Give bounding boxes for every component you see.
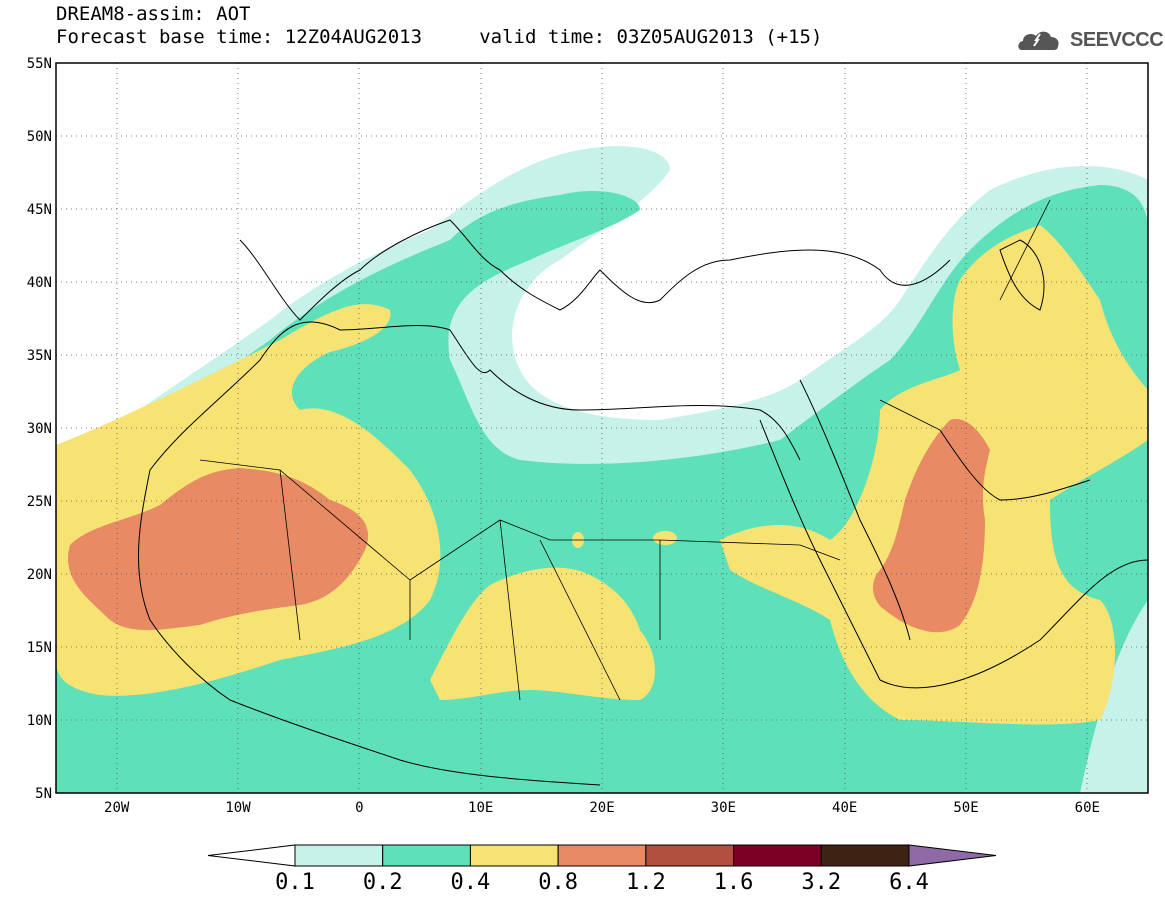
colorbar-label: 1.6 xyxy=(714,870,754,895)
lat-tick-label: 15N xyxy=(27,640,52,656)
lat-tick-label: 40N xyxy=(27,275,52,291)
map-title: DREAM8-assim: AOT xyxy=(56,3,251,25)
aot-band-0.8-east xyxy=(873,419,990,633)
forecast-times: Forecast base time: 12Z04AUG2013 valid t… xyxy=(56,26,823,48)
lon-tick-label: 40E xyxy=(832,800,857,816)
colorbar-label: 1.2 xyxy=(626,870,666,895)
lon-tick-label: 60E xyxy=(1075,800,1100,816)
lat-tick-label: 30N xyxy=(27,421,52,437)
lat-tick-label: 25N xyxy=(27,494,52,510)
colorbar-box xyxy=(469,844,559,867)
lon-tick-label: 10E xyxy=(468,800,493,816)
lon-tick-label: 20E xyxy=(589,800,614,816)
colorbar-label: 0.4 xyxy=(451,870,491,895)
seevccc-logo: SEEVCCC xyxy=(1070,29,1164,51)
europe-coast xyxy=(239,219,951,321)
colorbar-label: 0.1 xyxy=(275,870,315,895)
colorbar-box xyxy=(557,844,647,867)
lat-tick-label: 45N xyxy=(27,202,52,218)
border-lines xyxy=(199,199,1051,701)
gridlines xyxy=(56,63,1148,793)
colorbar-box xyxy=(820,844,910,867)
lat-tick-label: 35N xyxy=(27,348,52,364)
red-sea-coast xyxy=(759,379,911,681)
colorbar-label: 0.2 xyxy=(363,870,403,895)
west-africa-coast xyxy=(138,469,601,786)
colorbar-label: 6.4 xyxy=(889,870,929,895)
colorbar-box xyxy=(382,844,471,867)
lon-tick-label: 20W xyxy=(104,800,130,816)
coastlines xyxy=(138,199,1148,786)
lat-tick-label: 5N xyxy=(35,786,52,802)
aot-blob xyxy=(653,531,677,545)
lon-tick-label: 50E xyxy=(953,800,978,816)
lat-tick-label: 55N xyxy=(27,56,52,72)
lon-tick-label: 0 xyxy=(355,800,363,816)
latitude-labels: 55N 50N 45N 40N 35N 30N 25N 20N 15N 10N 5N xyxy=(27,56,52,802)
colorbar-box xyxy=(733,844,822,867)
lon-tick-label: 10W xyxy=(225,800,251,816)
lat-tick-label: 50N xyxy=(27,129,52,145)
colorbar-box xyxy=(645,844,735,867)
longitude-labels: 20W 10W 0 10E 20E 30E 40E 50E 60E xyxy=(104,800,1100,816)
lat-tick-label: 10N xyxy=(27,713,52,729)
colorbar-over-arrow xyxy=(908,844,997,867)
lon-tick-label: 30E xyxy=(711,800,736,816)
plot-frame xyxy=(55,62,1149,794)
aot-band-0.4-central xyxy=(430,567,655,700)
colorbar-label: 3.2 xyxy=(801,870,841,895)
north-africa-coast xyxy=(149,321,801,471)
cloud-icon xyxy=(1018,31,1059,50)
aot-band-0.8-west xyxy=(68,468,369,630)
lat-tick-label: 20N xyxy=(27,567,52,583)
colorbar: 0.1 0.2 0.4 0.8 1.2 1.6 3.2 6.4 xyxy=(207,844,997,895)
arabia-coast xyxy=(879,429,1148,689)
colorbar-box xyxy=(294,844,384,867)
caspian-coast xyxy=(999,239,1045,311)
colorbar-under-arrow xyxy=(207,844,296,867)
colorbar-label: 0.8 xyxy=(538,870,578,895)
